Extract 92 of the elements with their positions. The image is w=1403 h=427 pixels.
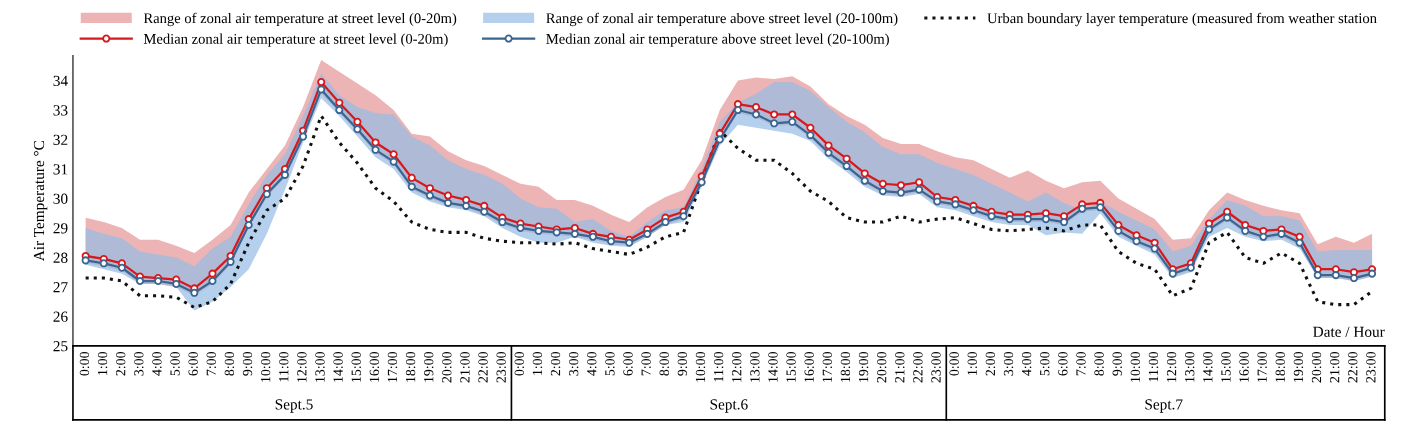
text: Sept.6	[710, 399, 748, 413]
x-tick-label: 7:00	[206, 351, 217, 376]
x-tick-label: 6:00	[623, 351, 633, 376]
x-tick-label: 16:00	[1239, 351, 1249, 382]
x-tick-label: 20:00	[1311, 351, 1322, 383]
x-tick-label: 3:00	[134, 351, 144, 376]
x-tick-label: 18:00	[1275, 351, 1286, 382]
x-tick-label: 4:00	[1021, 351, 1032, 376]
x-tick-label: 6:00	[188, 351, 198, 376]
legend-label: Median zonal air temperature above street level (20-100m)	[546, 33, 889, 47]
x-tick-label: 2:00	[985, 351, 996, 376]
x-tick-label: 20:00	[442, 351, 452, 383]
x-tick-label: 5:00	[170, 351, 180, 376]
x-tick-label: 12:00	[732, 351, 742, 382]
x-tick-label: 19:00	[858, 351, 869, 382]
x-tick-label: 10:00	[695, 351, 706, 382]
x-tick-label: 11:00	[1148, 351, 1159, 382]
text: Range of zonal air temperature above street level (20-100m)	[546, 12, 898, 27]
x-tick-label: 1:00	[967, 351, 977, 375]
y-tick-label: 29	[53, 223, 68, 234]
x-tick-label: 21:00	[895, 351, 905, 383]
y-tick-label: 32	[53, 134, 68, 145]
x-tick-label: 16:00	[369, 351, 380, 382]
x-tick-label: 7:00	[1076, 351, 1086, 376]
x-tick-label: 23:00	[1366, 351, 1376, 383]
y-tick-label: 27	[53, 282, 68, 293]
y-tick-label: 30	[53, 193, 68, 204]
x-tick-label: 15:00	[351, 351, 361, 382]
y-axis-title: Air Temperature °C	[33, 141, 48, 262]
text: Sept.7	[1145, 399, 1183, 413]
x-tick-label: 13:00	[315, 351, 325, 382]
x-tick-label: 17:00	[822, 351, 833, 382]
x-tick-label: 10:00	[260, 351, 271, 382]
x-tick-label: 19:00	[424, 351, 434, 382]
x-tick-label: 0:00	[949, 351, 959, 376]
x-tick-label: 1:00	[97, 351, 108, 375]
x-tick-label: 13:00	[750, 351, 760, 382]
x-tick-label: 4:00	[587, 351, 597, 376]
x-tick-label: 12:00	[1166, 351, 1177, 382]
legend-label: Median zonal air temperature at street level (0-20m)	[143, 33, 448, 47]
x-tick-label: 8:00	[1094, 351, 1104, 376]
x-tick-label: 4:00	[152, 351, 162, 376]
x-tick-label: 5:00	[1040, 351, 1050, 376]
x-tick-label: 3:00	[568, 351, 579, 376]
x-tick-label: 2:00	[550, 351, 561, 376]
x-tick-label: 18:00	[405, 351, 416, 382]
legend-label: Urban boundary layer temperature (measured from weather station	[987, 12, 1377, 27]
x-tick-label: 17:00	[1257, 351, 1267, 382]
x-tick-label: 15:00	[786, 351, 796, 382]
x-tick-label: 23:00	[931, 351, 941, 383]
y-tick-label: 34	[53, 75, 68, 87]
x-tick-label: 22:00	[913, 351, 923, 383]
x-tick-label: 21:00	[460, 351, 470, 383]
x-tick-label: 9:00	[1112, 351, 1122, 376]
x-tick-label: 3:00	[1003, 351, 1014, 376]
x-tick-label: 0:00	[79, 351, 90, 376]
y-tick-label: 28	[53, 252, 68, 263]
x-tick-label: 11:00	[279, 351, 289, 382]
x-tick-label: 9:00	[242, 351, 253, 376]
y-tick-label: 26	[53, 311, 68, 322]
x-tick-label: 14:00	[768, 351, 778, 382]
x-tick-label: 21:00	[1329, 351, 1340, 383]
x-tick-label: 16:00	[804, 351, 814, 382]
y-tick-label: 25	[53, 341, 68, 352]
x-tick-label: 18:00	[840, 351, 851, 382]
x-tick-label: 20:00	[876, 351, 887, 383]
x-tick-label: 22:00	[478, 351, 488, 383]
x-tick-label: 12:00	[297, 351, 307, 382]
x-axis-title: Date / Hour	[1313, 326, 1385, 337]
x-tick-label: 14:00	[1203, 351, 1213, 382]
x-tick-label: 5:00	[605, 351, 615, 376]
y-tick-label: 31	[53, 164, 68, 175]
x-tick-label: 9:00	[677, 351, 688, 376]
x-tick-label: 19:00	[1293, 351, 1304, 382]
x-tick-label: 13:00	[1184, 351, 1195, 382]
x-tick-label: 17:00	[387, 351, 398, 382]
x-tick-label: 22:00	[1348, 351, 1358, 383]
x-tick-label: 14:00	[333, 351, 343, 382]
x-tick-label: 7:00	[641, 351, 651, 376]
x-tick-label: 23:00	[496, 351, 506, 383]
x-tick-label: 1:00	[532, 351, 543, 375]
text: Sept.5	[275, 399, 313, 413]
y-tick-label: 33	[53, 105, 68, 116]
x-tick-label: 15:00	[1221, 351, 1231, 382]
x-tick-label: 8:00	[659, 351, 669, 376]
x-tick-label: 0:00	[514, 351, 525, 376]
text: Range of zonal air temperature at street level (0-20m)	[143, 12, 457, 27]
x-tick-label: 2:00	[115, 351, 126, 376]
x-tick-label: 11:00	[713, 351, 724, 382]
x-tick-label: 10:00	[1130, 351, 1141, 382]
x-tick-label: 8:00	[224, 351, 235, 376]
x-tick-label: 6:00	[1058, 351, 1068, 376]
